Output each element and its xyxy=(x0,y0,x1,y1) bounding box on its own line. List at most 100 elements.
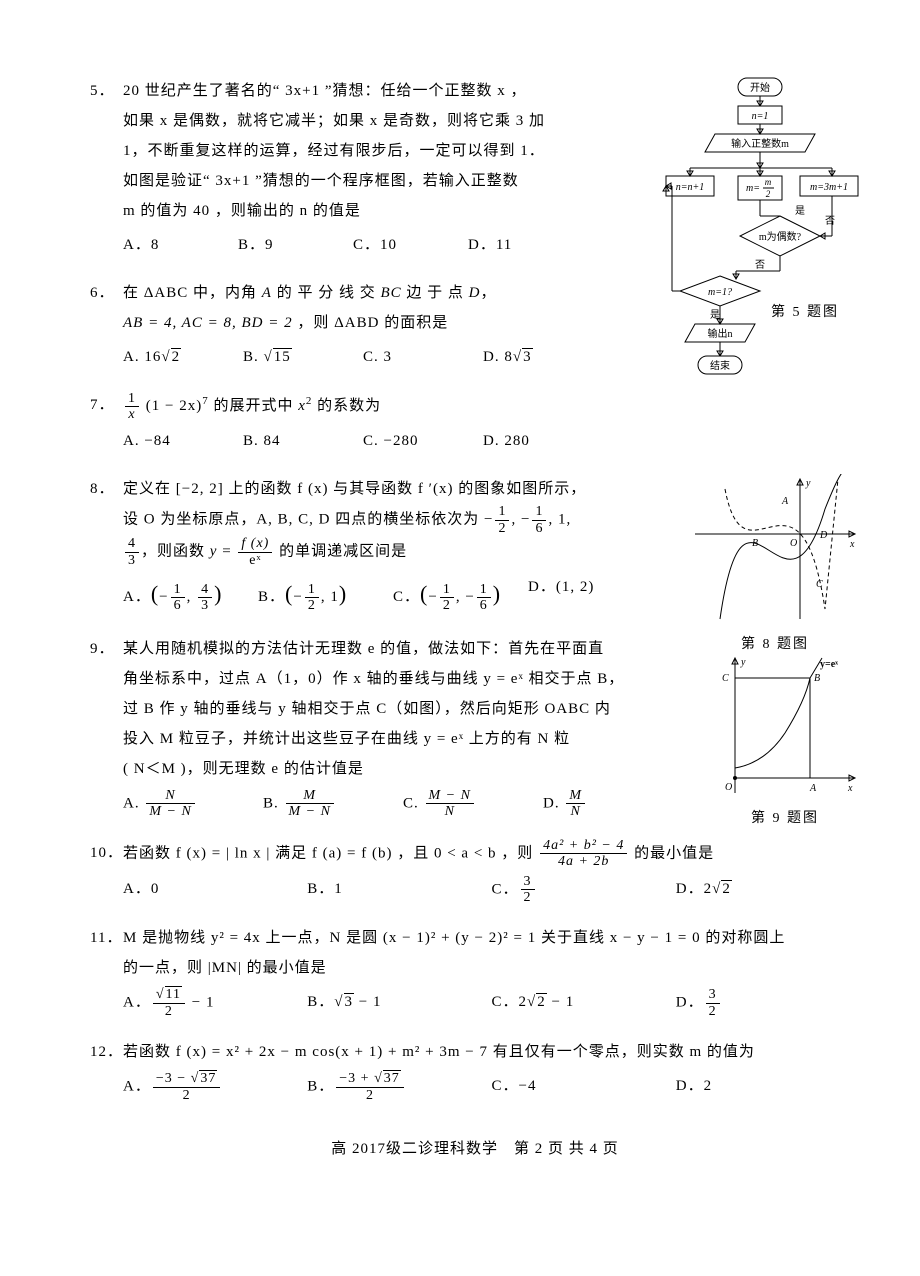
graph-8-svg: x y O A B C D xyxy=(690,474,860,624)
line: m 的值为 40 ，则输出的 n 的值是 xyxy=(123,203,361,219)
choice-c: C. M − NN xyxy=(403,788,543,820)
choice-a: A. 162 xyxy=(123,342,243,372)
figure-8: x y O A B C D 第 8 题图 xyxy=(690,474,860,653)
svg-text:C: C xyxy=(816,579,823,590)
svg-text:输出n: 输出n xyxy=(708,327,733,340)
svg-text:m为偶数?: m为偶数? xyxy=(759,230,802,243)
choice-d: D．2 xyxy=(676,1071,860,1103)
problem-10: 10． 若函数 f (x) = | ln x | 满足 f (a) = f (b… xyxy=(90,838,860,906)
choice-d: D．11 xyxy=(468,230,583,260)
choice-c: C．(−12, −16) xyxy=(393,572,528,616)
line: 20 世纪产生了著名的“ 3x+1 ”猜想：任给一个正整数 x ， xyxy=(123,83,527,99)
svg-text:O: O xyxy=(725,782,732,793)
choices: A. NM − N B. MM − N C. M − NN D. MN xyxy=(123,788,683,820)
problem-number: 5． xyxy=(90,76,123,106)
problem-number: 10． xyxy=(90,838,123,868)
line: 1，不断重复这样的运算，经过有限步后，一定可以得到 1． xyxy=(123,143,545,159)
problem-7: 7． 1x (1 − 2x)7 的展开式中 x2 的系数为 A. −84 B. … xyxy=(90,390,860,456)
choices: A. 162 B. 15 C. 3 D. 83 xyxy=(123,342,603,372)
choice-b: B. 15 xyxy=(243,342,363,372)
choice-d: D．32 xyxy=(676,987,860,1019)
problem-text: 某人用随机模拟的方法估计无理数 e 的值，做法如下：首先在平面直 角坐标系中，过… xyxy=(123,634,643,784)
problem-text: 若函数 f (x) = | ln x | 满足 f (a) = f (b) ，且… xyxy=(123,838,860,870)
figure-8-caption: 第 8 题图 xyxy=(690,633,860,653)
choice-c: C．10 xyxy=(353,230,468,260)
svg-text:y: y xyxy=(740,657,746,668)
figure-9: O A B C x y y=eˣ 第 9 题图 xyxy=(710,653,860,827)
choice-a: A．0 xyxy=(123,874,307,906)
problem-text: M 是抛物线 y² = 4x 上一点，N 是圆 (x − 1)² + (y − … xyxy=(123,923,860,983)
line: 如图是验证“ 3x+1 ”猜想的一个程序框图，若输入正整数 xyxy=(123,173,519,189)
problem-number: 9． xyxy=(90,634,123,664)
choice-a: A．112 − 1 xyxy=(123,987,307,1019)
svg-text:y=eˣ: y=eˣ xyxy=(820,659,838,670)
svg-text:m=: m= xyxy=(746,183,760,194)
choice-d: D. 83 xyxy=(483,342,603,372)
svg-text:x: x xyxy=(849,539,855,550)
page-footer: 高 2017级二诊理科数学 第 2 页 共 4 页 xyxy=(90,1137,860,1158)
choices: A．0 B．1 C．32 D．22 xyxy=(123,874,860,906)
choices: A．112 − 1 B．3 − 1 C．22 − 1 D．32 xyxy=(123,987,860,1019)
problem-number: 8． xyxy=(90,474,123,504)
choice-a: A．8 xyxy=(123,230,238,260)
choice-b: B．9 xyxy=(238,230,353,260)
flowchart-svg: 开始 n=1 输入正整数m n=n+1 m= m 2 m=3m+ xyxy=(660,76,860,386)
figure-5: 开始 n=1 输入正整数m n=n+1 m= m 2 m=3m+ xyxy=(660,76,860,321)
choice-d: D. MN xyxy=(543,788,683,820)
choices: A．−3 − 372 B．−3 + 372 C．−4 D．2 xyxy=(123,1071,860,1103)
line: 某人用随机模拟的方法估计无理数 e 的值，做法如下：首先在平面直 xyxy=(123,641,604,657)
svg-text:否: 否 xyxy=(755,259,765,271)
problem-11: 11． M 是抛物线 y² = 4x 上一点，N 是圆 (x − 1)² + (… xyxy=(90,923,860,1019)
choice-b: B．−3 + 372 xyxy=(307,1071,491,1103)
choice-c: C．22 − 1 xyxy=(492,987,676,1019)
svg-text:B: B xyxy=(752,538,758,549)
problem-number: 6． xyxy=(90,278,123,308)
svg-text:m=3m+1: m=3m+1 xyxy=(810,182,848,193)
svg-text:m: m xyxy=(765,177,772,187)
choice-b: B. MM − N xyxy=(263,788,403,820)
choice-d: D．22 xyxy=(676,874,860,906)
problem-text: 1x (1 − 2x)7 的展开式中 x2 的系数为 xyxy=(123,390,860,422)
choices: A. −84 B. 84 C. −280 D. 280 xyxy=(123,426,603,456)
problem-12: 12． 若函数 f (x) = x² + 2x − m cos(x + 1) +… xyxy=(90,1037,860,1103)
figure-9-caption: 第 9 题图 xyxy=(710,807,860,827)
problem-number: 11． xyxy=(90,923,123,953)
line: 投入 M 粒豆子，并统计出这些豆子在曲线 y = eˣ 上方的有 N 粒 xyxy=(123,731,570,747)
choice-d: D. 280 xyxy=(483,426,603,456)
graph-9-svg: O A B C x y y=eˣ xyxy=(710,653,860,798)
choices: A．(−16, 43) B．(−12, 1) C．(−12, −16) D．(1… xyxy=(123,572,663,616)
choice-c: C．−4 xyxy=(492,1071,676,1103)
svg-text:结束: 结束 xyxy=(710,359,730,372)
svg-text:2: 2 xyxy=(766,189,771,199)
svg-text:是: 是 xyxy=(795,205,805,217)
problem-number: 7． xyxy=(90,390,123,420)
problem-number: 12． xyxy=(90,1037,123,1067)
svg-text:D: D xyxy=(819,530,828,541)
choice-a: A．−3 − 372 xyxy=(123,1071,307,1103)
choice-a: A. NM − N xyxy=(123,788,263,820)
choice-b: B．1 xyxy=(307,874,491,906)
svg-text:O: O xyxy=(790,538,797,549)
problem-text: 20 世纪产生了著名的“ 3x+1 ”猜想：任给一个正整数 x ， 如果 x 是… xyxy=(123,76,553,226)
line: 如果 x 是偶数，就将它减半；如果 x 是奇数，则将它乘 3 加 xyxy=(123,113,545,129)
choice-c: C. 3 xyxy=(363,342,483,372)
problem-text: 在 ΔABC 中，内角 A 的 平 分 线 交 BC 边 于 点 D， AB =… xyxy=(123,278,553,338)
svg-text:开始: 开始 xyxy=(750,81,770,94)
choice-d: D．(1, 2) xyxy=(528,572,663,616)
choices: A．8 B．9 C．10 D．11 xyxy=(123,230,583,260)
line: ( N＜M )，则无理数 e 的估计值是 xyxy=(123,761,364,777)
choice-c: C. −280 xyxy=(363,426,483,456)
problem-text: 定义在 [−2, 2] 上的函数 f (x) 与其导函数 f ′(x) 的图象如… xyxy=(123,474,623,568)
svg-text:C: C xyxy=(722,673,729,684)
svg-text:B: B xyxy=(814,673,820,684)
problem-text: 若函数 f (x) = x² + 2x − m cos(x + 1) + m² … xyxy=(123,1037,860,1067)
svg-text:否: 否 xyxy=(825,215,835,227)
svg-text:A: A xyxy=(781,496,789,507)
svg-text:n=1: n=1 xyxy=(752,111,769,122)
choice-b: B．3 − 1 xyxy=(307,987,491,1019)
svg-text:输入正整数m: 输入正整数m xyxy=(731,137,789,150)
choice-a: A．(−16, 43) xyxy=(123,572,258,616)
line: 角坐标系中，过点 A（1，0）作 x 轴的垂线与曲线 y = eˣ 相交于点 B… xyxy=(123,671,624,687)
choice-a: A. −84 xyxy=(123,426,243,456)
choice-b: B．(−12, 1) xyxy=(258,572,393,616)
